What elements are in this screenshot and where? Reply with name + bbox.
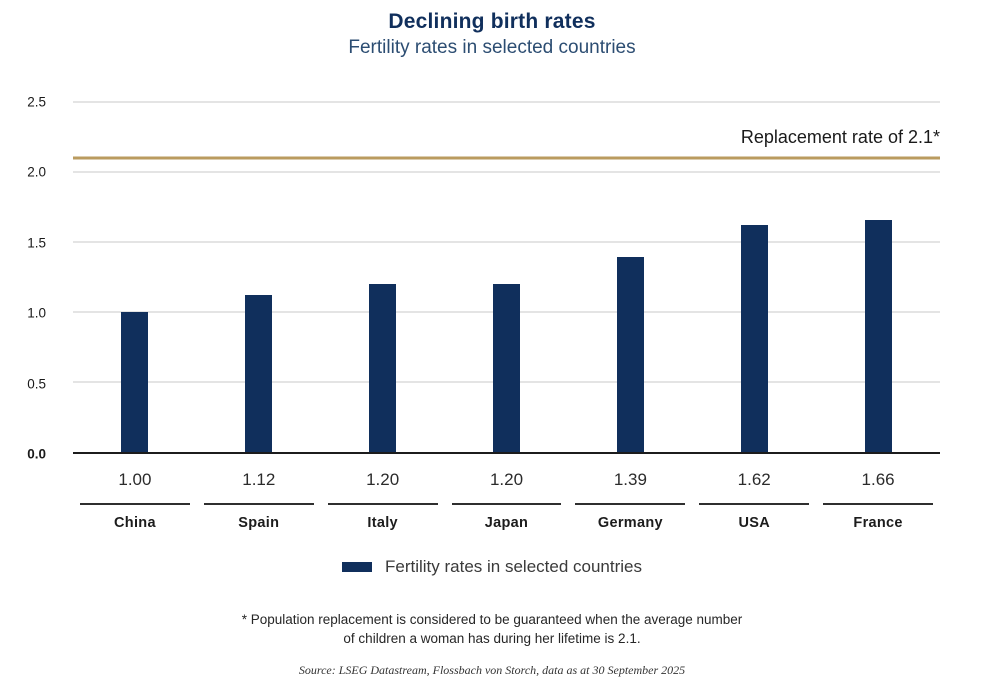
country-label: Germany [597,515,663,531]
chart-title: Declining birth rates [388,10,596,33]
footnote-line-1: * Population replacement is considered t… [241,612,743,627]
table-cell-china: 1.00 China [73,454,197,531]
bars-container [73,102,940,452]
value-label: 1.62 [737,470,771,489]
bar-column-usa [692,102,816,452]
plot-area: Replacement rate of 2.1* [73,101,940,454]
bar-france [864,219,892,452]
table-cell-italy: 1.20 Italy [321,454,445,531]
legend-label: Fertility rates in selected countries [385,557,642,576]
bar-germany [616,257,644,452]
value-label: 1.39 [613,470,647,489]
bar-usa [740,225,768,452]
footnote: * Population replacement is considered t… [0,610,984,648]
gridline [73,101,940,103]
y-tick-label: 1.0 [27,305,46,321]
value-label: 1.20 [366,470,400,489]
table-cell-france: 1.66 France [816,454,940,531]
bar-column-china [73,102,197,452]
y-tick-label: 0.0 [27,446,46,462]
gridline [73,171,940,173]
footnote-line-2: of children a woman has during her lifet… [343,631,641,646]
country-label: Italy [367,515,398,531]
value-label: 1.12 [242,470,276,489]
cell-divider [823,503,934,505]
label-table: 1.00 China 1.12 Spain 1.20 Italy 1.20 Japan 1.39… [73,454,940,531]
country-label: Spain [238,515,280,531]
legend-swatch-icon [342,562,372,572]
y-axis: 0.0 0.5 1.0 1.5 2.0 2.5 [0,95,73,461]
bar-italy [369,284,397,452]
cell-divider [699,503,810,505]
source-line: Source: LSEG Datastream, Flossbach von S… [298,663,686,677]
bar-column-germany [568,102,692,452]
cell-divider [80,503,190,505]
table-cell-spain: 1.12 Spain [197,454,321,531]
bar-china [121,312,149,452]
bar-column-italy [321,102,445,452]
y-tick-label: 2.5 [27,94,46,110]
table-cell-germany: 1.39 Germany [568,454,692,531]
chart: 0.0 0.5 1.0 1.5 2.0 2.5 Replacement rate of 2… [0,95,984,461]
y-tick-label: 1.5 [27,235,46,251]
replacement-rate-line [73,156,940,160]
table-cell-japan: 1.20 Japan [445,454,569,531]
bar-spain [245,295,273,452]
value-label: 1.20 [489,470,524,489]
country-label: China [114,515,156,531]
cell-divider [575,503,686,505]
country-label: France [853,515,903,531]
value-label: 1.00 [118,470,152,489]
bar-column-japan [445,102,569,452]
cell-divider [451,503,562,505]
cell-divider [203,503,314,505]
legend: Fertility rates in selected countries [0,557,984,577]
replacement-rate-label: Replacement rate of 2.1* [740,127,940,147]
chart-header: Declining birth rates Fertility rates in… [0,0,984,61]
y-tick-label: 2.0 [27,164,46,180]
bar-japan [493,284,520,452]
country-label: Japan [484,515,529,531]
chart-subtitle: Fertility rates in selected countries [348,37,636,58]
country-label: USA [738,515,770,531]
bar-column-spain [197,102,321,452]
value-label: 1.66 [861,470,895,489]
bar-column-france [816,102,940,452]
table-cell-usa: 1.62 USA [692,454,816,531]
cell-divider [327,503,438,505]
y-tick-label: 0.5 [27,376,46,392]
gridline [73,241,940,243]
